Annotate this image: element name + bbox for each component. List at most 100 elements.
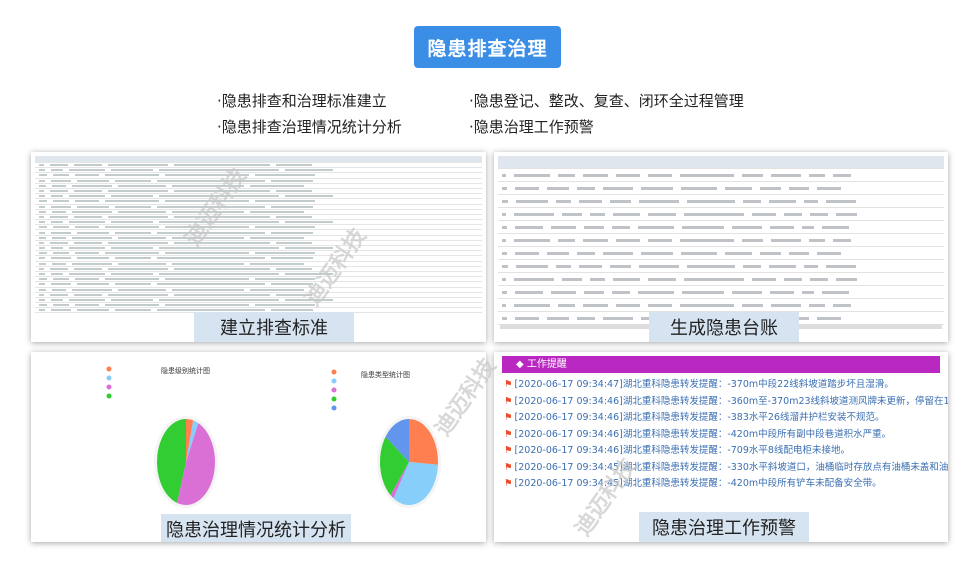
table-row[interactable] (35, 199, 482, 205)
legend-marker[interactable] (331, 378, 337, 384)
flag-icon: ⚑ (504, 379, 513, 390)
legend-marker[interactable] (106, 375, 112, 381)
table-row[interactable] (35, 184, 482, 189)
flag-icon: ⚑ (504, 445, 513, 456)
pie-slice[interactable] (390, 462, 409, 499)
table-header (35, 156, 482, 163)
table-row[interactable] (498, 195, 944, 208)
table-row[interactable] (35, 230, 482, 236)
table-row[interactable] (498, 299, 944, 312)
table-row[interactable] (35, 246, 482, 252)
table-row[interactable] (35, 272, 482, 278)
panel-stats: 隐患级别统计图 隐患类型统计图 隐患治理情况统计分析 (31, 352, 486, 542)
pie-slice[interactable] (393, 462, 438, 505)
feature-4: ·隐患治理工作预警 (469, 118, 594, 136)
legend-marker[interactable] (331, 405, 337, 411)
table-row[interactable] (35, 220, 482, 226)
pie-slice[interactable] (177, 423, 215, 505)
pie-slice[interactable] (157, 419, 186, 503)
table-row[interactable] (35, 163, 482, 169)
flag-icon: ⚑ (504, 428, 513, 440)
warning-item[interactable]: ⚑ [2020-06-17 09:34:46]湖北重科隐患转发提醒：-709水平8… (504, 442, 850, 456)
ledger-caption: 生成隐患台账 (649, 312, 799, 342)
feature-2: ·隐患登记、整改、复查、闭环全过程管理 (469, 92, 744, 110)
table-header (498, 156, 944, 169)
table-row[interactable] (498, 182, 944, 195)
table-row[interactable] (35, 277, 482, 283)
table-row[interactable] (35, 210, 482, 215)
table-row[interactable] (498, 234, 944, 247)
legend-marker[interactable] (331, 369, 337, 375)
pie-slice[interactable] (409, 419, 439, 465)
table-row[interactable] (35, 267, 482, 272)
warning-text: [2020-06-17 09:34:45]湖北重科隐患转发提醒：-420m中段所… (514, 478, 882, 489)
warning-caption: 隐患治理工作预警 (639, 512, 809, 542)
panel-warning: ◆ 工作提醒 ⚑ [2020-06-17 09:34:47]湖北重科隐患转发提醒：… (494, 352, 948, 542)
table-row[interactable] (35, 288, 482, 293)
warning-item[interactable]: ⚑ [2020-06-17 09:34:46]湖北重科隐患转发提醒：-420m中段… (504, 426, 891, 440)
warning-text: [2020-06-17 09:34:47]湖北重科隐患转发提醒：-370m中段2… (514, 379, 894, 390)
warning-item[interactable]: ⚑ [2020-06-17 09:34:46]湖北重科隐患转发提醒：-360m至-… (504, 393, 948, 407)
table-row[interactable] (35, 173, 482, 179)
legend-marker[interactable] (331, 387, 337, 393)
flag-icon: ⚑ (504, 412, 513, 423)
warning-header-label: 工作提醒 (526, 359, 567, 370)
ledger-table (498, 156, 944, 338)
table-row[interactable] (35, 251, 482, 257)
table-row[interactable] (35, 282, 482, 288)
table-row[interactable] (498, 221, 944, 234)
table-row[interactable] (35, 256, 482, 262)
warning-item[interactable]: ⚑ [2020-06-17 09:34:46]湖北重科隐患转发提醒：-383水平2… (504, 409, 885, 423)
panel-ledger: 生成隐患台账 (494, 152, 948, 342)
table-row[interactable] (35, 215, 482, 221)
flag-icon: ⚑ (504, 478, 513, 489)
table-row[interactable] (35, 241, 482, 246)
table-row[interactable] (498, 169, 944, 182)
pie-slice[interactable] (186, 420, 199, 462)
table-row[interactable] (35, 179, 482, 184)
warning-item[interactable]: ⚑ [2020-06-17 09:34:47]湖北重科隐患转发提醒：-370m中段… (504, 376, 894, 390)
legend-marker[interactable] (106, 384, 112, 390)
standard-caption: 建立排查标准 (194, 312, 354, 342)
standard-table (35, 156, 482, 338)
table-row[interactable] (35, 236, 482, 241)
table-row[interactable] (35, 293, 482, 298)
table-row[interactable] (35, 189, 482, 195)
left-chart-title: 隐患级别统计图 (161, 367, 210, 375)
table-row[interactable] (498, 247, 944, 260)
pie-slice[interactable] (380, 436, 409, 496)
table-row[interactable] (35, 298, 482, 304)
warning-header: ◆ 工作提醒 (502, 356, 940, 373)
warning-item[interactable]: ⚑ [2020-06-17 09:34:45]湖北重科隐患转发提醒：-330水平斜… (504, 459, 948, 473)
table-row[interactable] (35, 262, 482, 267)
table-row[interactable] (498, 208, 944, 221)
legend-marker[interactable] (106, 366, 112, 372)
table-row[interactable] (35, 205, 482, 210)
table-row[interactable] (35, 225, 482, 231)
flag-icon: ⚑ (504, 461, 513, 473)
bell-icon: ◆ (516, 359, 527, 370)
page-title: 隐患排查治理 (414, 26, 561, 68)
table-row[interactable] (498, 260, 944, 273)
warning-text: [2020-06-17 09:34:45]湖北重科隐患转发提醒：-330水平斜坡… (514, 461, 948, 473)
legend-marker[interactable] (331, 396, 337, 402)
pie-slice[interactable] (385, 419, 409, 462)
legend-marker[interactable] (106, 393, 112, 399)
table-row[interactable] (35, 194, 482, 200)
pie-slice[interactable] (186, 419, 194, 462)
table-row[interactable] (498, 273, 944, 286)
stats-caption: 隐患治理情况统计分析 (161, 514, 351, 542)
table-row[interactable] (35, 168, 482, 174)
feature-3: ·隐患排查治理情况统计分析 (217, 118, 402, 136)
warning-text: [2020-06-17 09:34:46]湖北重科隐患转发提醒：-360m至-3… (514, 395, 948, 407)
table-row[interactable] (35, 303, 482, 309)
warning-text: [2020-06-17 09:34:46]湖北重科隐患转发提醒：-709水平8线… (514, 445, 850, 456)
right-chart-title: 隐患类型统计图 (361, 371, 410, 379)
warning-item[interactable]: ⚑ [2020-06-17 09:34:45]湖北重科隐患转发提醒：-420m中段… (504, 475, 882, 489)
warning-text: [2020-06-17 09:34:46]湖北重科隐患转发提醒：-420m中段所… (514, 428, 892, 440)
panel-standard: 建立排查标准 (31, 152, 486, 342)
pie-charts (106, 366, 441, 508)
table-row[interactable] (498, 286, 944, 299)
flag-icon: ⚑ (504, 395, 513, 407)
warning-text: [2020-06-17 09:34:46]湖北重科隐患转发提醒：-383水平26… (514, 412, 885, 423)
